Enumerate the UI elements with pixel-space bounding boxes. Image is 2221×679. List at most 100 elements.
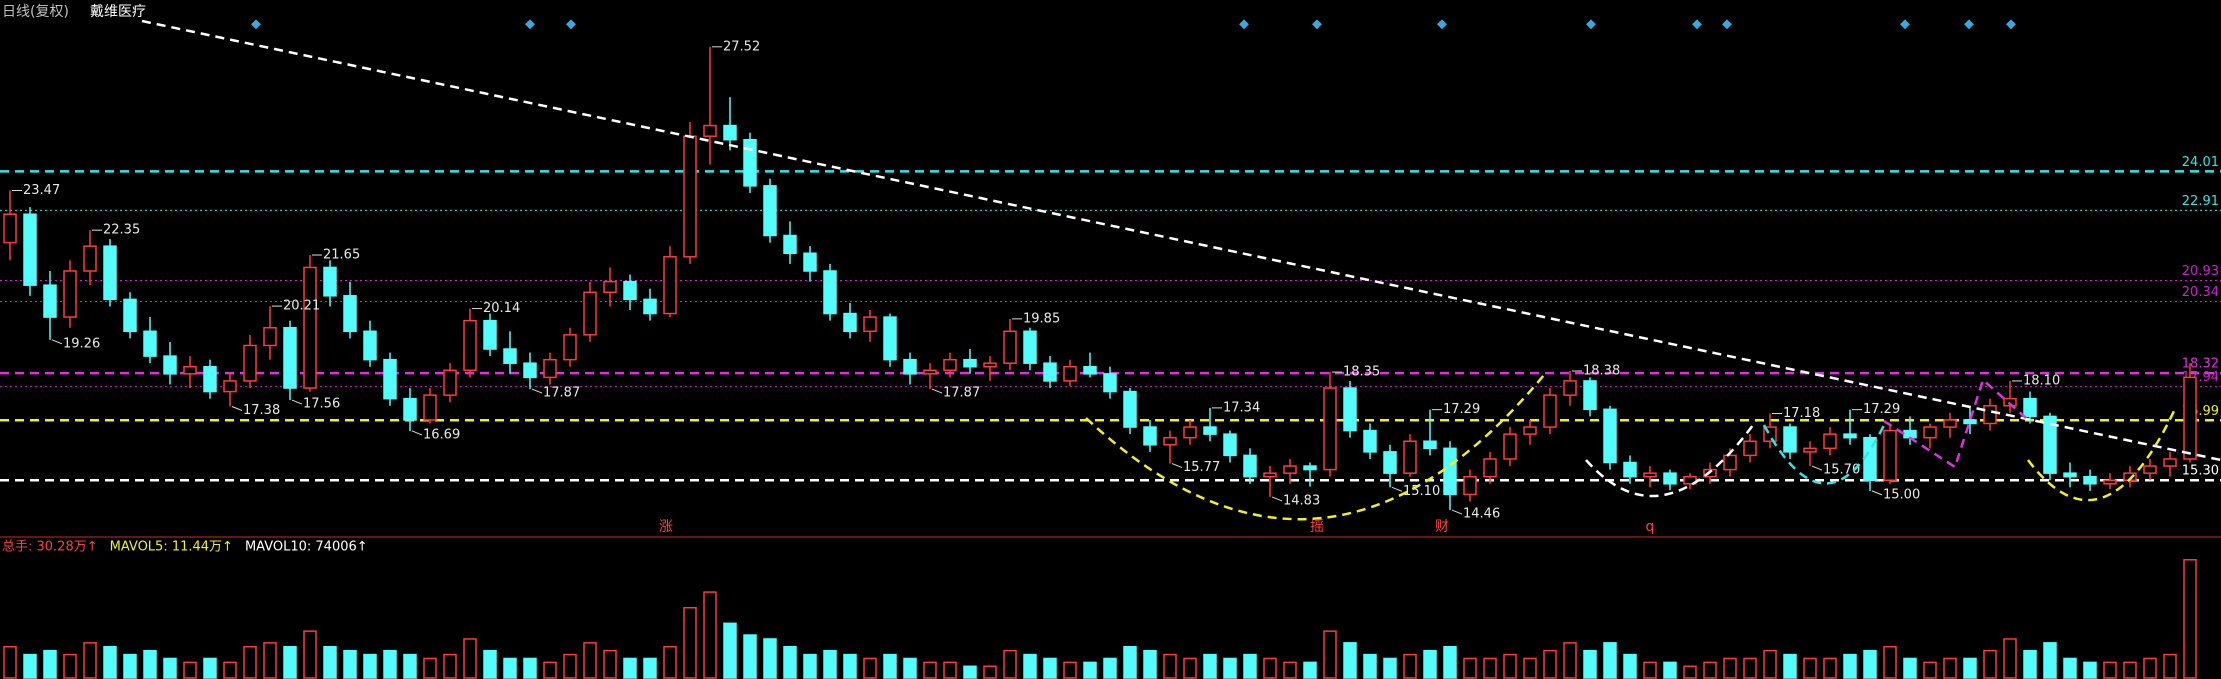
candle-body: [583, 291, 597, 336]
level-label: 24.01: [2182, 155, 2219, 170]
volume-bar: [1063, 661, 1077, 679]
candle-body: [3, 213, 17, 244]
price-label: 15.10: [1403, 484, 1440, 499]
volume-bar: [363, 653, 377, 679]
volume-bar: [2083, 661, 2097, 679]
volume-bar: [43, 649, 57, 679]
candle-body: [1843, 433, 1857, 439]
volume-bar: [1363, 653, 1377, 679]
event-markers: [251, 19, 2016, 30]
candle-body: [1303, 465, 1317, 471]
volume-bar: [263, 642, 277, 679]
event-label: 财: [1435, 519, 1449, 535]
candle-body: [783, 234, 797, 254]
volume-bar: [383, 649, 397, 679]
price-label: 19.85: [1023, 311, 1060, 326]
candle-body: [1583, 380, 1597, 411]
candle-body: [163, 355, 177, 375]
volume-bar: [1843, 653, 1857, 679]
label-leader: [231, 406, 243, 411]
volume-bar: [483, 649, 497, 679]
candle-body: [1683, 475, 1697, 485]
price-label: 15.00: [1883, 487, 1920, 502]
candle-body: [603, 280, 617, 294]
volume-bar: [1783, 653, 1797, 679]
volume-bar: [843, 653, 857, 679]
volume-bar: [1603, 642, 1617, 679]
candle-body: [1883, 429, 1897, 481]
volume-bar: [1143, 649, 1157, 679]
volume-legend: MAVOL5: 11.44万↑: [110, 540, 233, 555]
volume-bar: [863, 657, 877, 679]
candle-body: [223, 380, 237, 393]
candle-body: [83, 245, 97, 272]
volume-bar: [1503, 653, 1517, 679]
candle-body: [2163, 458, 2177, 467]
volume-bar: [1283, 661, 1297, 679]
label-leader: [1271, 496, 1283, 502]
label-leader: [411, 430, 423, 436]
volume-bar: [543, 661, 557, 679]
volume-bar: [803, 653, 817, 679]
candle-body: [323, 266, 337, 297]
candle-body: [723, 124, 737, 141]
volume-bar: [323, 646, 337, 679]
volume-bar: [1263, 657, 1277, 679]
candle-body: [2023, 397, 2037, 418]
candle-body: [343, 295, 357, 333]
candle-body: [63, 270, 77, 318]
volume-bar: [1763, 649, 1777, 679]
candle-body: [823, 270, 837, 315]
volume-bar: [1563, 642, 1577, 679]
volume-bar: [663, 646, 677, 679]
price-label: 17.38: [243, 403, 280, 418]
candle-body: [1743, 440, 1757, 457]
candle-body: [1643, 472, 1657, 478]
price-label: 17.56: [303, 397, 340, 412]
candle-body: [1823, 433, 1837, 450]
candle-body: [2103, 479, 2117, 485]
volume-bar: [983, 665, 997, 679]
level-label: 22.91: [2182, 194, 2219, 209]
volume-bar: [1723, 657, 1737, 679]
label-leader: [1391, 486, 1403, 492]
price-label: 23.47: [23, 183, 60, 198]
volume-bar: [1343, 642, 1357, 679]
volume-bar: [303, 630, 317, 679]
volume-bar: [1623, 653, 1637, 679]
volume-bar: [403, 653, 417, 679]
price-label: 17.18: [1783, 406, 1820, 421]
candle-body: [1023, 330, 1037, 364]
event-label: 摇: [1310, 519, 1324, 535]
candle-body: [1403, 440, 1417, 474]
candle-body: [743, 138, 757, 187]
candle-body: [403, 397, 417, 421]
price-label: 17.29: [1443, 402, 1480, 417]
volume-bar: [63, 653, 77, 679]
volume-bar: [2043, 642, 2057, 679]
event-label: 涨: [659, 519, 673, 535]
candle-body: [1003, 330, 1017, 364]
candle-body: [423, 394, 437, 421]
price-label: 14.46: [1463, 507, 1500, 522]
volume-bar: [1463, 657, 1477, 679]
candle-body: [1723, 454, 1737, 471]
volume-bar: [503, 657, 517, 679]
label-leader: [1811, 465, 1823, 471]
candle-body: [1143, 426, 1157, 446]
candle-body: [23, 213, 37, 286]
candle-body: [1223, 433, 1237, 457]
candle-body: [1983, 405, 1997, 425]
volume-bar: [1863, 649, 1877, 679]
level-label: 15.30: [2182, 464, 2219, 479]
volume-bar: [343, 649, 357, 679]
volume-bar: [463, 638, 477, 679]
candle-body: [503, 348, 517, 364]
candle-body: [1803, 447, 1817, 453]
candle-body: [2043, 415, 2057, 474]
volume-bar: [163, 657, 177, 679]
volume-bar: [1443, 646, 1457, 679]
volume-bar: [1983, 649, 1997, 679]
candle-body: [263, 326, 277, 347]
candle-body: [1623, 461, 1637, 478]
